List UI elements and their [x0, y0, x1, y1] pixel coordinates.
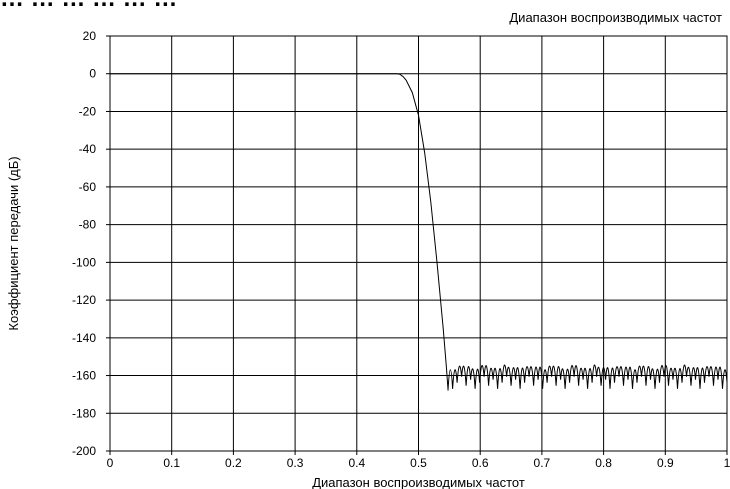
response-line [110, 73, 449, 391]
x-tick-label: 0.2 [225, 456, 242, 470]
chart-subtitle: Диапазон воспроизводимых частот [509, 10, 722, 25]
x-axis-ticks: 0 0.1 0.2 0.3 0.4 0.5 0.6 0.7 0.8 0.9 1 [107, 451, 730, 470]
x-tick-label: 0.7 [534, 456, 551, 470]
y-tick-label: 0 [89, 67, 96, 81]
y-tick-label: -100 [72, 255, 96, 269]
y-axis-label: Коэффициент передачи (дБ) [6, 156, 21, 330]
y-axis-ticks: 20 0 -20 -40 -60 -80 -100 -120 -140 -160 -180 -200 [72, 29, 110, 458]
y-tick-label: -200 [72, 444, 96, 458]
x-tick-label: 0.5 [410, 456, 427, 470]
y-tick-label: -160 [72, 369, 96, 383]
chart-grid [109, 35, 728, 452]
x-tick-label: 1 [724, 456, 730, 470]
chart-main-title: … … … … … … [0, 0, 340, 12]
y-tick-label: -40 [79, 142, 97, 156]
y-tick-label: 20 [83, 29, 97, 43]
x-tick-label: 0.9 [657, 456, 674, 470]
x-axis-label: Диапазон воспроизводимых частот [312, 475, 525, 489]
stopband-ripple-line [447, 364, 728, 389]
x-tick-label: 0.4 [348, 456, 365, 470]
x-tick-label: 0.6 [472, 456, 489, 470]
y-tick-label: -120 [72, 293, 96, 307]
y-tick-label: -60 [79, 180, 97, 194]
x-tick-label: 0.3 [287, 456, 304, 470]
y-tick-label: -80 [79, 218, 97, 232]
x-tick-label: 0.8 [595, 456, 612, 470]
y-tick-label: -20 [79, 104, 97, 118]
x-tick-label: 0 [107, 456, 114, 470]
y-tick-label: -140 [72, 331, 96, 345]
y-tick-label: -180 [72, 406, 96, 420]
x-tick-label: 0.1 [163, 456, 180, 470]
plot-frame [109, 35, 728, 452]
